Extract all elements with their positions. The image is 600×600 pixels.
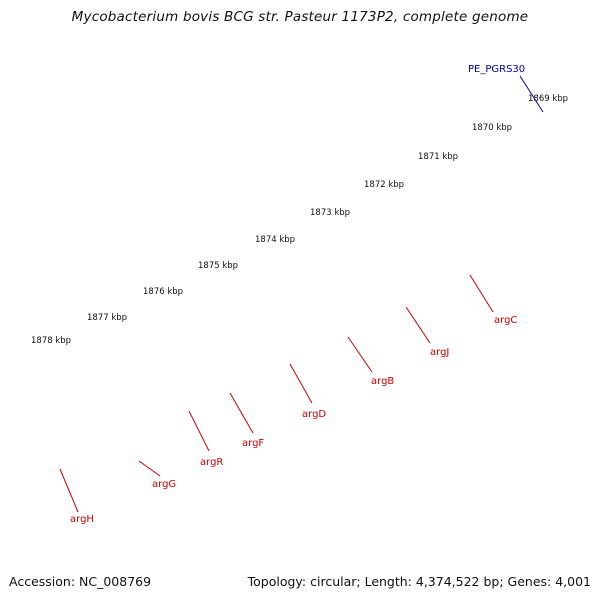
- topology-summary: Topology: circular; Length: 4,374,522 bp…: [247, 574, 591, 589]
- gene-label-argR: argR: [200, 457, 223, 468]
- gene-label-argC: argC: [494, 315, 517, 326]
- gene-labels: argH argG argR argF argD argB argJ argC: [59, 274, 517, 525]
- gene-leader-line: [289, 363, 313, 404]
- kbp-label: 1872 kbp: [364, 180, 404, 190]
- gene-leader-line: [229, 392, 254, 434]
- map-title: Mycobacterium bovis BCG str. Pasteur 117…: [71, 9, 529, 25]
- gene-leader-line: [347, 336, 373, 373]
- gene-label-argB: argB: [371, 376, 394, 387]
- gene-leader-line: [469, 274, 494, 313]
- kbp-label: 1875 kbp: [198, 261, 238, 271]
- gene-leader-line: [138, 460, 161, 477]
- kbp-label: 1873 kbp: [310, 208, 350, 218]
- kbp-label: 1870 kbp: [472, 123, 512, 133]
- kbp-label: 1869 kbp: [528, 94, 568, 104]
- gene-leader-line: [59, 468, 79, 513]
- gene-label-argF: argF: [242, 438, 264, 449]
- gene-label-argG: argG: [152, 479, 176, 490]
- gene-leader-line: [405, 306, 431, 344]
- kbp-labels: 1869 kbp 1870 kbp 1871 kbp 1872 kbp 1873 kbp…: [31, 94, 568, 346]
- pe-pgrs30-feature[interactable]: PE_PGRS30: [468, 64, 600, 551]
- gene-label-argJ: argJ: [430, 347, 449, 358]
- kbp-label: 1877 kbp: [87, 313, 127, 323]
- kbp-label: 1876 kbp: [143, 287, 183, 297]
- pe-pgrs30-label: PE_PGRS30: [468, 64, 525, 75]
- kbp-label: 1871 kbp: [418, 152, 458, 162]
- gene-label-argD: argD: [302, 409, 326, 420]
- accession-text: Accession: NC_008769: [9, 574, 152, 589]
- pe-pgrs30-leader: [519, 75, 544, 113]
- gene-leader-line: [188, 410, 210, 452]
- kbp-label: 1878 kbp: [31, 336, 71, 346]
- kbp-label: 1874 kbp: [255, 235, 295, 245]
- gene-label-argH: argH: [70, 514, 94, 525]
